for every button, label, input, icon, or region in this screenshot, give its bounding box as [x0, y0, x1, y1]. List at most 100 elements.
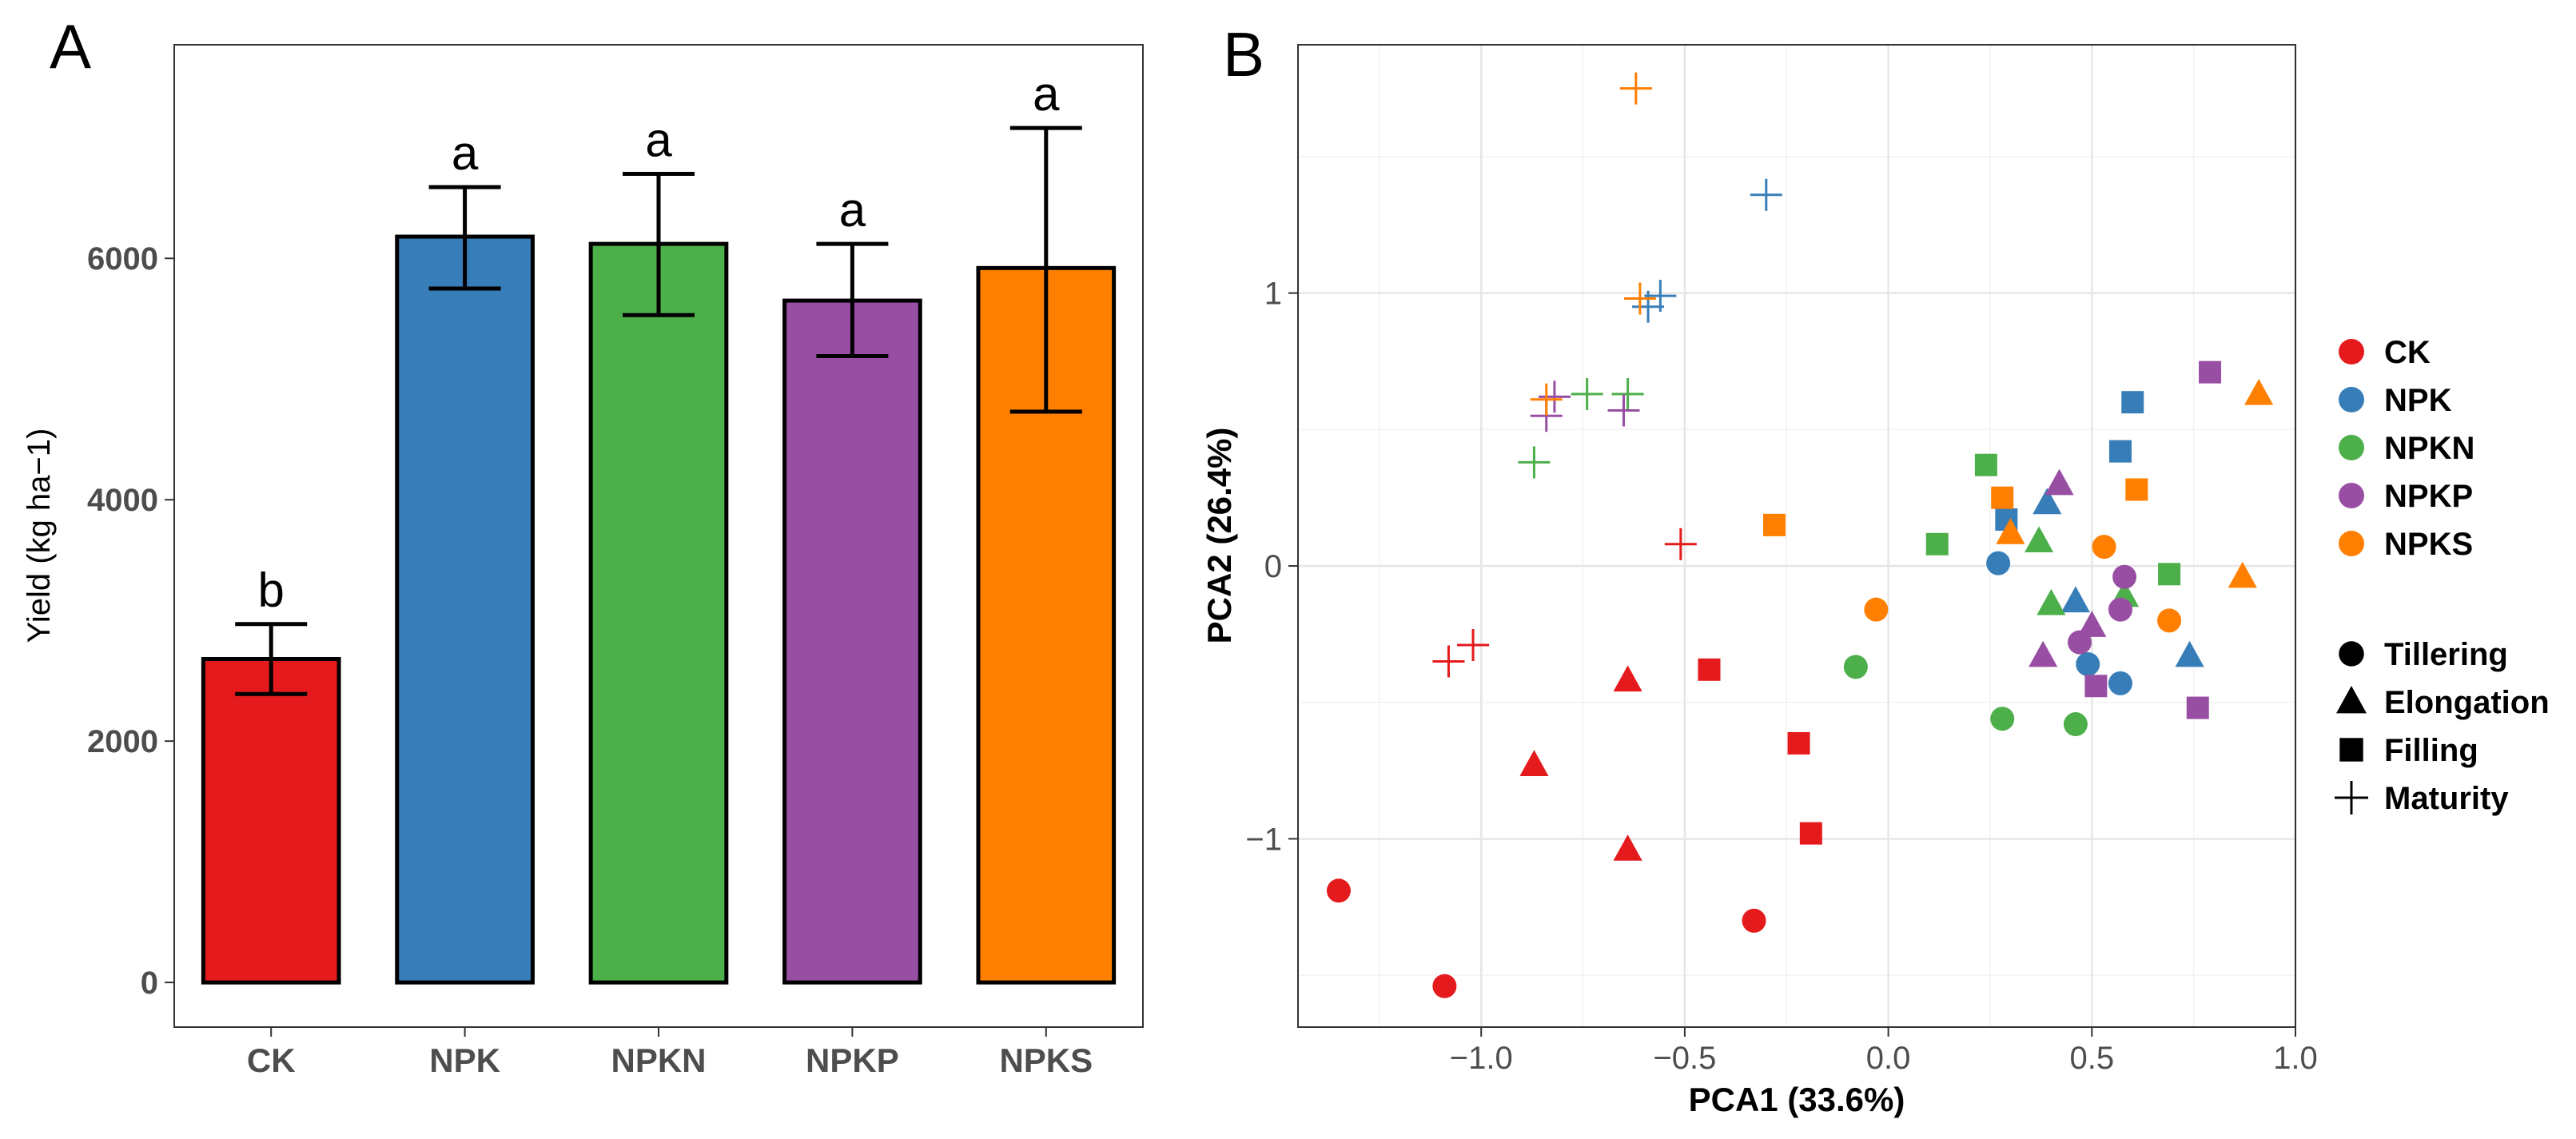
- pca-x-tick-label: −1.0: [1450, 1041, 1513, 1076]
- point-npkp-filling: [2084, 675, 2108, 698]
- bar-series: b a a a a: [201, 67, 1117, 985]
- pca-x-axis-label: PCA1 (33.6%): [1689, 1081, 1905, 1118]
- bar-x-tick-label: NPKN: [611, 1041, 706, 1079]
- legend-label-filling: Filling: [2384, 733, 2478, 768]
- legend-label-npks: NPKS: [2384, 527, 2473, 562]
- point-npkn-tillering: [1843, 655, 1868, 679]
- point-npk-maturity: [1632, 290, 1665, 323]
- point-npkn-maturity: [1518, 446, 1551, 479]
- point-npks-filling: [1991, 486, 2014, 509]
- pca-plot-frame: [1297, 44, 2296, 1028]
- point-npkp-filling: [2186, 696, 2209, 719]
- point-ck-elongation: [1613, 834, 1642, 861]
- point-npkn-filling: [1925, 532, 1949, 556]
- point-npks-maturity: [1619, 72, 1652, 105]
- point-npkp-filling: [2199, 360, 2222, 384]
- point-npks-tillering: [2157, 608, 2182, 633]
- legend-key-filling: [2339, 738, 2363, 762]
- point-npkp-elongation: [2077, 611, 2107, 637]
- point-ck-elongation: [1613, 665, 1642, 692]
- point-npks-tillering: [1864, 597, 1889, 622]
- point-ck-tillering: [1742, 908, 1766, 933]
- point-ck-elongation: [1519, 750, 1549, 776]
- treatment-legend: CK NPK NPKN NPKP NPKS: [2339, 335, 2474, 562]
- point-npkp-maturity: [1607, 394, 1640, 427]
- point-npkn-maturity: [1611, 377, 1644, 410]
- legend-label-tillering: Tillering: [2384, 637, 2508, 672]
- legend-key-tillering: [2339, 641, 2364, 667]
- bar-x-tick-label: NPK: [429, 1041, 500, 1079]
- legend-label-npk: NPK: [2384, 383, 2452, 418]
- bar-y-axis: 0 2000 4000 6000: [87, 241, 174, 1001]
- point-npkn-tillering: [1990, 707, 2015, 731]
- point-npks-elongation: [1996, 518, 2025, 544]
- legend-key-elongation: [2336, 686, 2367, 714]
- point-npk-tillering: [2108, 671, 2132, 695]
- point-npks-filling: [2125, 478, 2148, 501]
- legend-label-ck: CK: [2384, 335, 2431, 370]
- pca-plot-background: [1298, 45, 2295, 1027]
- legend-label-npkp: NPKP: [2384, 479, 2473, 514]
- point-npkn-elongation: [2025, 526, 2054, 553]
- bar-chart: 0 2000 4000 6000 b a a a a CK NPK NPKN NPKP NPKS Yi…: [22, 44, 1144, 1079]
- pca-y-tick-label: 1: [1264, 277, 1282, 312]
- bar-x-tick-label: NPKP: [806, 1041, 899, 1079]
- point-npk-filling: [2108, 440, 2132, 463]
- pca-y-tick-label: −1: [1245, 822, 1282, 857]
- bar-x-axis: CK NPK NPKN NPKP NPKS: [247, 1027, 1093, 1079]
- bar-y-tick-label: 6000: [87, 241, 158, 277]
- point-ck-filling: [1787, 731, 1810, 755]
- point-npks-filling: [1762, 513, 1786, 536]
- point-npks-maturity: [1530, 383, 1563, 416]
- point-npk-filling: [2121, 391, 2144, 414]
- legend-label-maturity: Maturity: [2384, 781, 2509, 816]
- point-npk-elongation: [2060, 586, 2090, 613]
- point-npks-tillering: [2092, 535, 2116, 560]
- significance-letter-npkn: a: [645, 114, 672, 167]
- point-ck-filling: [1698, 658, 1721, 681]
- point-npk-tillering: [2076, 651, 2100, 676]
- pca-points: [1326, 72, 2274, 998]
- point-npkp-elongation: [2029, 640, 2058, 667]
- point-npk-elongation: [2033, 488, 2062, 515]
- point-npks-maturity: [1623, 282, 1656, 315]
- legend-key-ck: [2339, 339, 2364, 364]
- pca-x-tick-label: −0.5: [1653, 1041, 1716, 1076]
- point-npk-tillering: [1986, 551, 2011, 575]
- legend-key-maturity: [2335, 781, 2368, 814]
- point-npkp-elongation: [2044, 468, 2074, 496]
- point-npkn-elongation: [2037, 588, 2066, 615]
- point-npks-elongation: [2244, 378, 2274, 405]
- pca-y-tick-label: 0: [1264, 549, 1282, 584]
- bar-y-tick-label: 4000: [87, 483, 158, 518]
- point-npk-elongation: [2175, 640, 2204, 667]
- bar-x-tick-label: NPKS: [999, 1041, 1093, 1079]
- bar-y-tick-label: 0: [141, 966, 158, 1001]
- point-ck-maturity: [1457, 629, 1490, 662]
- point-npkn-filling: [1974, 453, 1997, 476]
- point-ck-maturity: [1432, 645, 1465, 678]
- legend-key-npk: [2339, 387, 2364, 412]
- pca-y-axis: −1 0 1: [1245, 277, 1298, 857]
- bar-npkn: [588, 241, 729, 985]
- point-npkp-tillering: [2108, 597, 2132, 622]
- significance-letter-npk: a: [452, 126, 479, 180]
- pca-x-axis: −1.0 −0.5 0.0 0.5 1.0: [1450, 1027, 2318, 1076]
- legend-key-npkp: [2339, 483, 2364, 508]
- point-npkn-maturity: [1571, 377, 1603, 410]
- significance-letter-npkp: a: [839, 183, 866, 237]
- pca-x-tick-label: 0.0: [1866, 1041, 1911, 1076]
- legend-label-npkn: NPKN: [2384, 431, 2474, 466]
- panel-b-label: B: [1223, 19, 1264, 90]
- pca-x-tick-label: 1.0: [2273, 1041, 2318, 1076]
- panel-a-label: A: [50, 11, 91, 82]
- point-ck-tillering: [1326, 878, 1351, 903]
- bar-npks: [976, 265, 1117, 985]
- significance-letter-ck: b: [258, 564, 285, 617]
- point-ck-tillering: [1432, 974, 1457, 998]
- bar-ck: [201, 657, 341, 985]
- point-npks-elongation: [2228, 561, 2257, 588]
- point-npkn-filling: [2158, 563, 2181, 586]
- point-npkn-tillering: [2063, 712, 2088, 737]
- pca-scatter-chart: −1.0 −0.5 0.0 0.5 1.0 −1 0 1 PCA1 (33.6%) PCA2…: [1200, 44, 2550, 1118]
